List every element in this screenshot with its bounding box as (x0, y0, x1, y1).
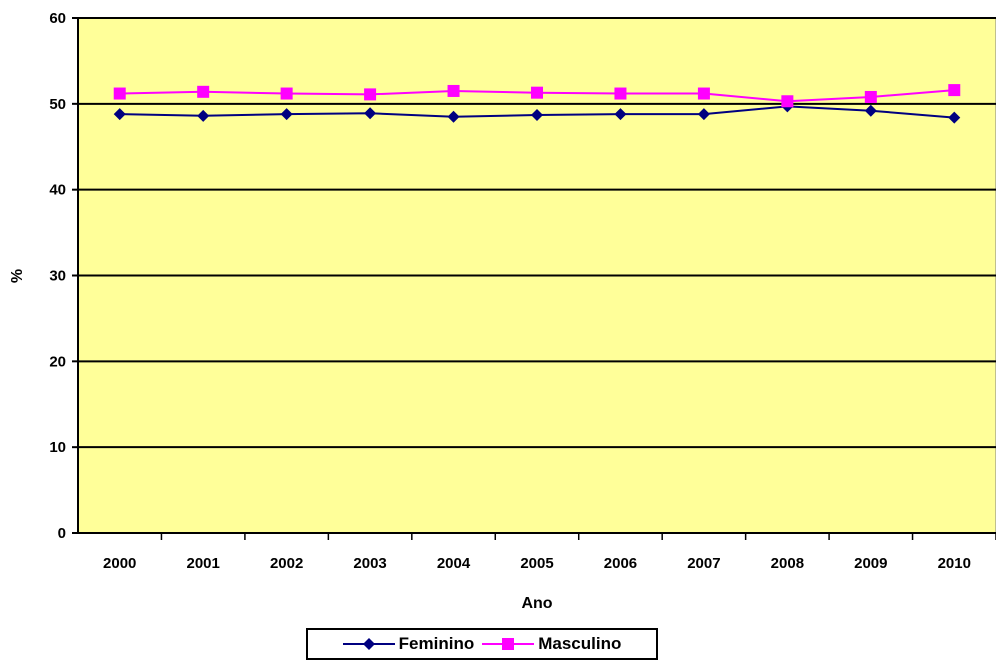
x-tick-label: 2007 (687, 555, 720, 572)
y-tick-label: 0 (58, 525, 66, 542)
data-point-feminino (531, 108, 543, 121)
y-tick-label: 60 (49, 10, 66, 27)
data-point-masculino (113, 87, 126, 100)
legend-label-masculino: Masculino (538, 634, 622, 653)
data-point-feminino (280, 108, 293, 121)
x-tick-label: 2004 (437, 555, 471, 572)
data-point-feminino (864, 104, 877, 117)
y-tick-label: 20 (49, 353, 66, 370)
x-tick-label: 2009 (854, 555, 887, 572)
legend-item-masculino: Masculino (482, 634, 621, 654)
series-points (113, 84, 961, 124)
legend-item-feminino: Feminino (342, 634, 475, 654)
data-point-feminino (948, 111, 961, 124)
x-axis-title: Ano (521, 595, 552, 612)
y-tick-label: 40 (49, 182, 66, 199)
data-point-feminino (113, 108, 126, 121)
legend-swatch-feminino (342, 638, 395, 650)
y-tick-label: 10 (49, 439, 66, 456)
gridlines (78, 17, 996, 449)
y-tick-label: 50 (49, 96, 66, 113)
x-tick-label: 2008 (771, 555, 804, 572)
data-point-feminino (197, 109, 210, 122)
x-tick-label: 2003 (353, 555, 386, 572)
x-axis-ticks: 2000 2001 2002 2003 2004 2005 2006 2007 2008 2009… (103, 533, 996, 572)
data-point-masculino (781, 95, 794, 108)
x-tick-label: 2010 (938, 555, 971, 572)
x-tick-label: 2001 (186, 555, 219, 572)
data-point-masculino (531, 86, 543, 99)
legend-swatch-masculino (482, 638, 535, 650)
data-point-masculino (197, 85, 210, 98)
legend: Feminino Masculino (306, 628, 658, 660)
y-tick-label: 30 (49, 268, 66, 285)
data-point-masculino (948, 84, 961, 97)
data-point-masculino (864, 90, 877, 103)
data-point-masculino (280, 87, 293, 100)
x-tick-label: 2002 (270, 555, 303, 572)
x-tick-label: 2000 (103, 555, 136, 572)
legend-label-feminino: Feminino (398, 634, 475, 653)
y-axis-ticks: 0 10 20 30 40 50 60 (49, 10, 78, 542)
data-point-masculino (697, 87, 710, 100)
data-point-masculino (364, 88, 377, 101)
x-tick-label: 2005 (520, 555, 553, 572)
data-point-feminino (697, 108, 710, 121)
data-point-masculino (614, 87, 627, 100)
x-tick-label: 2006 (604, 555, 637, 572)
y-axis-title: % (9, 269, 26, 283)
data-point-feminino (364, 107, 377, 120)
data-point-masculino (447, 84, 460, 97)
data-point-feminino (614, 108, 627, 121)
data-point-feminino (447, 110, 460, 123)
